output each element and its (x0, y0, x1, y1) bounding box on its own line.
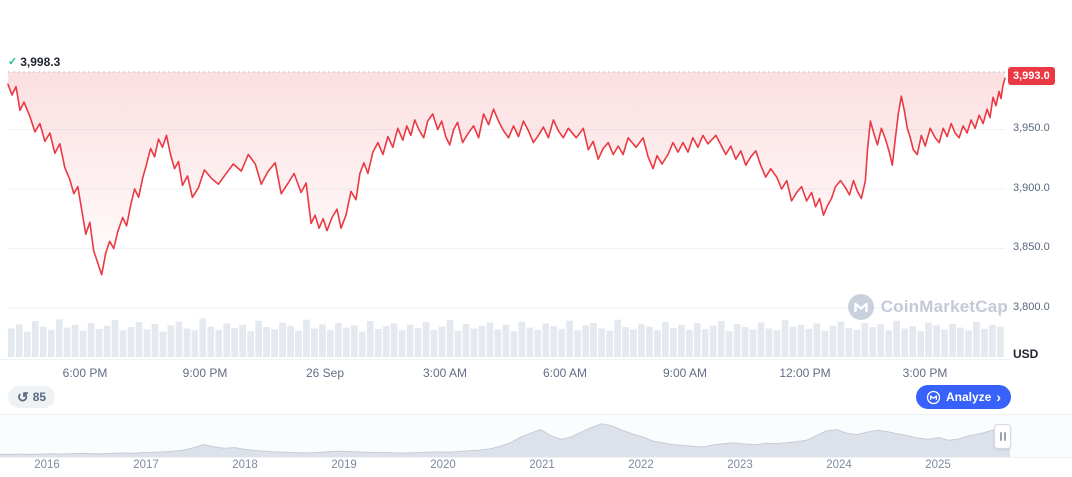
price-line-chart[interactable] (0, 0, 1010, 360)
x-axis-label: 12:00 PM (779, 366, 831, 380)
year-label: 2021 (529, 459, 555, 471)
main-chart-area[interactable]: ✓ 3,998.3 3,993.0 3,950.0 3,900.0 3,850.0 3… (0, 0, 1072, 382)
year-axis: 2016 2017 2018 2019 2020 2021 2022 2023 2024 2025 (0, 459, 1072, 473)
year-label: 2018 (232, 459, 258, 471)
prev-close-marker: ✓ 3,998.3 (8, 55, 60, 69)
history-badge[interactable]: ↺ 85 (8, 386, 56, 408)
navigator-area-chart (0, 423, 1010, 457)
watermark-text: CoinMarketCap (880, 297, 1008, 316)
chevron-right-icon: › (996, 388, 1002, 405)
x-axis: 6:00 PM 9:00 PM 26 Sep 3:00 AM 6:00 AM 9:00 A… (0, 366, 1010, 381)
y-axis-label: 3,900.0 (1013, 181, 1050, 194)
analyze-button[interactable]: Analyze › (916, 385, 1012, 409)
x-axis-label: 26 Sep (305, 366, 345, 380)
history-count: 85 (32, 390, 47, 404)
prev-close-price-label: 3,998.3 (20, 55, 61, 69)
year-label: 2024 (826, 459, 852, 471)
y-axis-label: 3,850.0 (1013, 241, 1050, 254)
analyze-logo-icon (926, 390, 941, 404)
year-label: 2022 (628, 459, 654, 471)
watermark: CoinMarketCap (847, 294, 1008, 320)
year-label: 2017 (133, 459, 159, 471)
grip-bar-icon (1003, 432, 1006, 441)
navigator-handle[interactable] (994, 424, 1011, 449)
prev-close-check-icon: ✓ (8, 55, 18, 68)
year-label: 2023 (727, 459, 753, 471)
y-axis-label: 3,950.0 (1013, 122, 1050, 135)
x-axis-label: 9:00 AM (662, 366, 708, 380)
x-axis-label: 3:00 PM (902, 366, 948, 380)
x-axis-label: 6:00 AM (542, 366, 588, 380)
currency-label: USD (1013, 347, 1039, 361)
analyze-label: Analyze (946, 390, 992, 404)
y-axis-label: 3,800.0 (1013, 300, 1050, 313)
history-icon: ↺ (17, 389, 29, 405)
year-label: 2020 (430, 459, 456, 471)
x-axis-label: 6:00 PM (62, 366, 108, 380)
x-axis-label: 3:00 AM (422, 366, 468, 380)
grip-bar-icon (999, 432, 1002, 441)
x-axis-label: 9:00 PM (182, 366, 228, 380)
timeline-navigator[interactable] (0, 414, 1072, 458)
current-price-badge: 3,993.0 (1008, 67, 1055, 86)
coinmarketcap-logo-icon (847, 294, 874, 320)
year-label: 2016 (34, 459, 60, 471)
year-label: 2019 (331, 459, 357, 471)
year-label: 2025 (925, 459, 951, 471)
